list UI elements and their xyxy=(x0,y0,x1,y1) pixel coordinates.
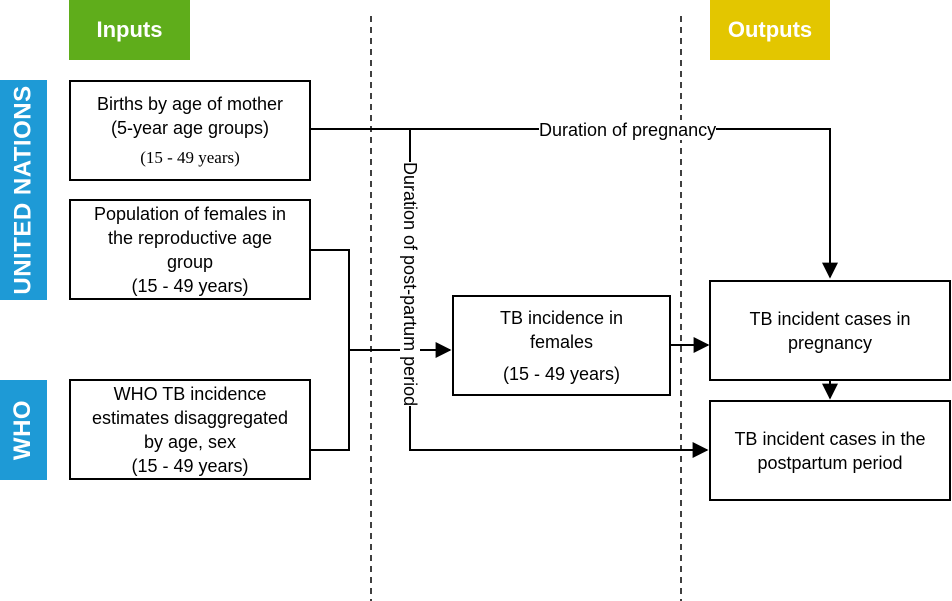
united-nations-label: UNITED NATIONS xyxy=(9,85,37,295)
inputs-header: Inputs xyxy=(69,0,190,60)
population-box: Population of females in the reproductiv… xyxy=(69,199,311,300)
births-line3: (15 - 49 years) xyxy=(140,147,240,167)
duration-pregnancy-label: Duration of pregnancy xyxy=(539,120,717,140)
who-estimates-line3: by age, sex xyxy=(143,431,237,452)
outputs-header: Outputs xyxy=(710,0,830,60)
who-estimates-box: WHO TB incidence estimates disaggregated… xyxy=(69,379,311,480)
who-sidebar: WHO xyxy=(0,380,47,480)
tb-females-line2: females xyxy=(529,331,594,352)
united-nations-sidebar: UNITED NATIONS xyxy=(0,80,47,300)
edge-births-to-pregnancy xyxy=(310,128,838,279)
outputs-header-label: Outputs xyxy=(727,17,813,42)
who-label: WHO xyxy=(9,399,37,461)
inputs-header-label: Inputs xyxy=(96,17,163,42)
births-line1: Births by age of mother xyxy=(96,93,284,114)
who-estimates-line1: WHO TB incidence xyxy=(113,383,267,404)
who-estimates-line4: (15 - 49 years) xyxy=(131,455,249,476)
edge-population-merge xyxy=(310,249,350,451)
tb-females-line1: TB incidence in xyxy=(499,307,624,328)
population-line1: Population of females in xyxy=(93,203,287,224)
tb-postpartum-line1: TB incident cases in the xyxy=(734,428,926,449)
tb-pregnancy-box: TB incident cases in pregnancy xyxy=(709,280,951,381)
tb-postpartum-box: TB incident cases in the postpartum peri… xyxy=(709,400,951,501)
population-line4: (15 - 49 years) xyxy=(131,275,249,296)
tb-postpartum-line2: postpartum period xyxy=(757,452,903,473)
edge-births-to-postpartum xyxy=(409,129,709,458)
who-estimates-line2: estimates disaggregated xyxy=(91,407,289,428)
tb-incidence-females-box: TB incidence in females (15 - 49 years) xyxy=(452,295,671,396)
tb-pregnancy-line2: pregnancy xyxy=(787,332,873,353)
tb-pregnancy-line1: TB incident cases in xyxy=(749,308,911,329)
population-line3: group xyxy=(166,251,214,272)
duration-postpartum-label: Duration of post-partum period xyxy=(400,162,420,407)
tb-females-line3: (15 - 49 years) xyxy=(502,363,621,384)
births-line2: (5-year age groups) xyxy=(110,117,270,138)
births-box: Births by age of mother (5-year age grou… xyxy=(69,80,311,181)
population-line2: the reproductive age xyxy=(107,227,273,248)
